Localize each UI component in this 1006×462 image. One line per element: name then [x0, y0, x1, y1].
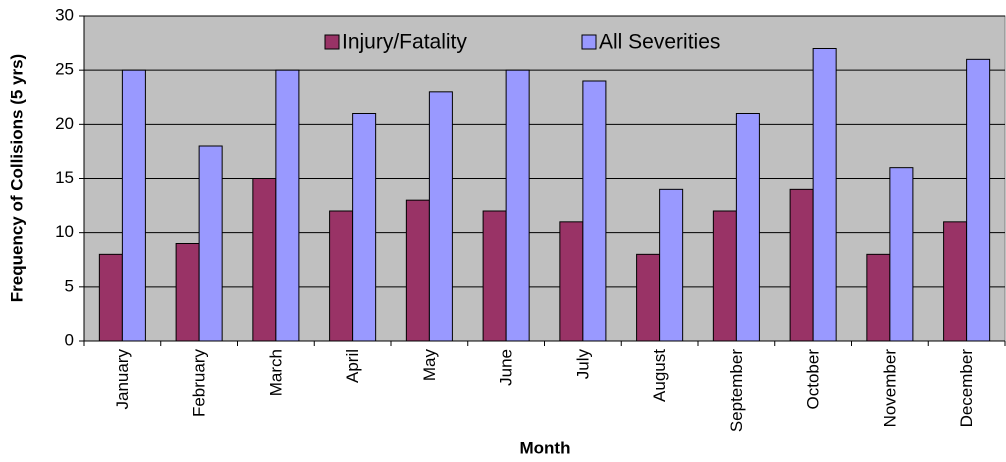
bar — [636, 253, 661, 342]
bar — [482, 210, 507, 342]
x-tick-label: January — [113, 349, 132, 410]
bar — [329, 210, 354, 342]
bar — [582, 80, 607, 342]
y-tick-label: 0 — [65, 330, 74, 349]
x-tick-label: June — [497, 349, 516, 386]
legend-label: All Severities — [599, 31, 720, 54]
x-tick-label: September — [727, 349, 746, 432]
x-axis-title: Month — [520, 438, 571, 457]
x-tick-label: November — [880, 349, 899, 428]
x-tick-label: May — [420, 349, 439, 382]
bar — [175, 243, 200, 342]
x-tick-label: August — [650, 349, 669, 402]
bar — [866, 253, 891, 342]
bar — [98, 253, 123, 342]
bar — [966, 58, 991, 342]
bar — [812, 48, 837, 342]
x-tick-label: March — [266, 349, 285, 396]
y-tick-label: 20 — [55, 114, 74, 133]
legend-label: Injury/Fatality — [342, 31, 467, 54]
x-tick-label: December — [957, 349, 976, 428]
bar — [735, 113, 760, 342]
x-tick-label: February — [190, 349, 209, 418]
bar — [789, 188, 814, 342]
y-tick-label: 25 — [55, 60, 74, 79]
y-tick-label: 30 — [55, 5, 74, 24]
bar — [712, 210, 737, 342]
x-tick-label: April — [343, 349, 362, 383]
y-axis-title: Frequency of Collisions (5 yrs) — [7, 54, 26, 302]
x-tick-label: October — [804, 349, 823, 410]
bar — [275, 69, 300, 342]
bar — [405, 199, 430, 342]
bar — [943, 221, 968, 342]
y-tick-label: 15 — [55, 168, 74, 187]
bar — [428, 91, 453, 342]
bar — [121, 69, 146, 342]
bar — [559, 221, 584, 342]
legend-swatch — [324, 34, 340, 50]
bar — [352, 113, 377, 342]
bar — [659, 188, 684, 342]
x-tick-label: July — [573, 349, 592, 380]
bar — [889, 167, 914, 342]
legend-swatch — [581, 34, 597, 50]
bar — [252, 178, 277, 342]
bar — [198, 145, 223, 342]
bar — [505, 69, 530, 342]
y-tick-label: 5 — [65, 276, 74, 295]
y-tick-label: 10 — [55, 222, 74, 241]
